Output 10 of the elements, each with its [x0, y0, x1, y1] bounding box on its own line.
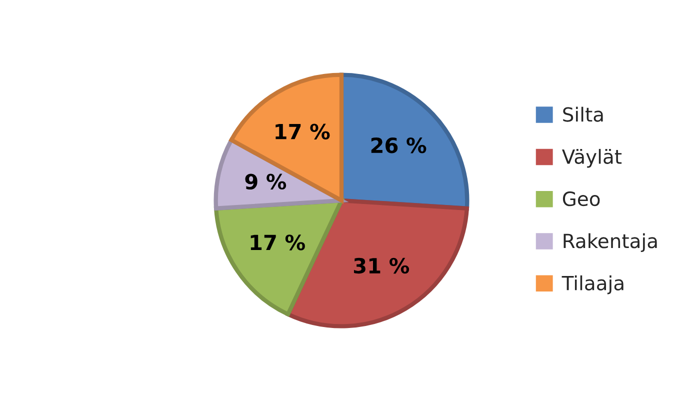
legend-label: Rakentaja: [564, 233, 657, 252]
data-label: 9 %: [245, 174, 286, 190]
legend-label: Väylät: [562, 148, 622, 168]
data-label: 26 %: [371, 137, 426, 154]
data-label: 31 %: [354, 258, 410, 274]
data-label: 17 %: [250, 234, 305, 250]
data-label: 17 %: [276, 124, 330, 140]
legend-label: Geo: [562, 191, 600, 206]
legend-label: Silta: [563, 106, 603, 122]
legend-label: Tilaaja: [562, 275, 624, 294]
